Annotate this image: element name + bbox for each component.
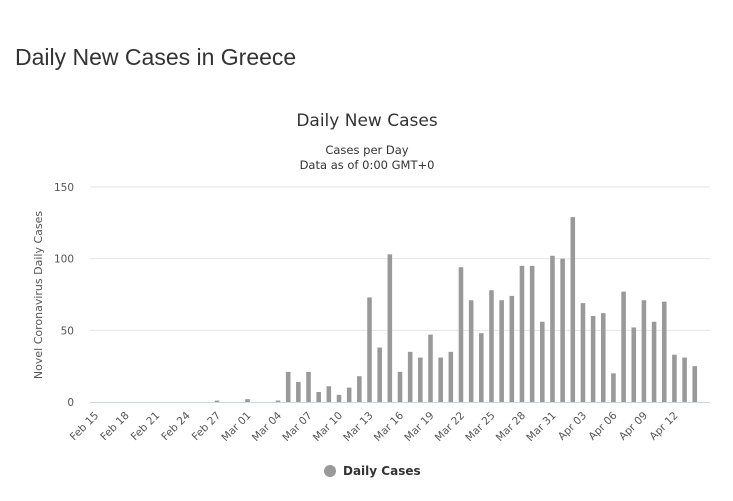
x-tick-label: Mar 19 [402,410,436,444]
y-tick-label: 150 [54,182,74,194]
bars [214,217,698,402]
grid-lines [90,186,710,331]
bar[interactable] [489,290,494,402]
bar[interactable] [550,255,555,402]
bar[interactable] [621,291,626,402]
x-tick-label: Mar 10 [311,410,345,444]
bar[interactable] [214,400,220,402]
x-tick-label: Feb 27 [190,410,223,443]
x-tick-label: Mar 22 [433,410,467,444]
x-tick-label: Feb 18 [98,410,131,443]
y-tick-label: 50 [61,325,74,337]
bar[interactable] [306,371,311,402]
x-tick-label: Mar 04 [250,409,285,444]
x-tick-label: Feb 15 [68,410,101,443]
chart-subtitle-line-2: Data as of 0:00 GMT+0 [300,158,435,172]
x-tick-label: Mar 28 [494,410,528,444]
x-tick-label: Apr 09 [617,410,650,443]
bar[interactable] [692,366,698,402]
bar[interactable] [407,351,413,402]
y-axis-label: Novel Coronavirus Daily Cases [32,211,45,379]
x-tick-label: Mar 31 [524,410,558,444]
x-tick-label: Mar 25 [463,410,497,444]
chart-subtitle-line-1: Cases per Day [325,143,408,157]
bar[interactable] [590,316,596,402]
bar[interactable] [600,313,606,402]
x-tick-label: Apr 12 [647,410,680,443]
bar[interactable] [661,301,667,402]
bar[interactable] [458,267,464,402]
y-tick-label: 100 [54,254,74,266]
bar[interactable] [346,387,352,402]
bar[interactable] [285,371,291,402]
bar[interactable] [336,394,342,402]
bar[interactable] [468,300,474,402]
bar[interactable] [479,333,484,402]
x-tick-label: Feb 24 [159,409,193,443]
bar[interactable] [357,376,362,402]
y-axis-ticks: 0 50 100 150 [54,182,74,409]
bar[interactable] [397,371,403,402]
bar[interactable] [641,300,647,402]
x-tick-label: Mar 16 [372,409,407,444]
bar[interactable] [418,357,423,402]
legend-label: Daily Cases [343,464,421,478]
legend-marker-icon [324,465,336,477]
chart-title: Daily New Cases [296,111,438,131]
bar[interactable] [580,303,586,402]
bar[interactable] [682,357,687,402]
bar[interactable] [631,327,637,402]
bar[interactable] [438,357,443,402]
bar[interactable] [275,400,281,402]
x-tick-label: Apr 03 [556,410,589,443]
bar[interactable] [611,373,616,402]
bar[interactable] [570,217,576,402]
bar[interactable] [326,386,332,402]
x-tick-label: Apr 06 [586,409,619,442]
page-title: Daily New Cases in Greece [15,44,297,70]
x-tick-label: Mar 01 [219,410,253,444]
bar[interactable] [245,399,250,402]
bar[interactable] [448,351,454,402]
x-tick-label: Feb 21 [129,410,162,443]
bar[interactable] [387,254,393,402]
bar[interactable] [560,258,565,402]
bar[interactable] [367,297,372,402]
bar[interactable] [499,300,504,402]
bar[interactable] [519,265,525,402]
bar[interactable] [428,334,433,402]
bar[interactable] [651,321,657,402]
x-tick-label: Mar 07 [280,410,314,444]
bar[interactable] [296,381,301,402]
y-tick-label: 0 [67,397,74,409]
legend[interactable]: Daily Cases [324,464,421,478]
bar[interactable] [509,295,515,402]
bar[interactable] [377,347,382,402]
bar[interactable] [672,354,677,402]
x-tick-label: Mar 13 [341,410,375,444]
bar[interactable] [540,321,545,402]
bar[interactable] [529,265,535,402]
bar[interactable] [316,391,321,402]
